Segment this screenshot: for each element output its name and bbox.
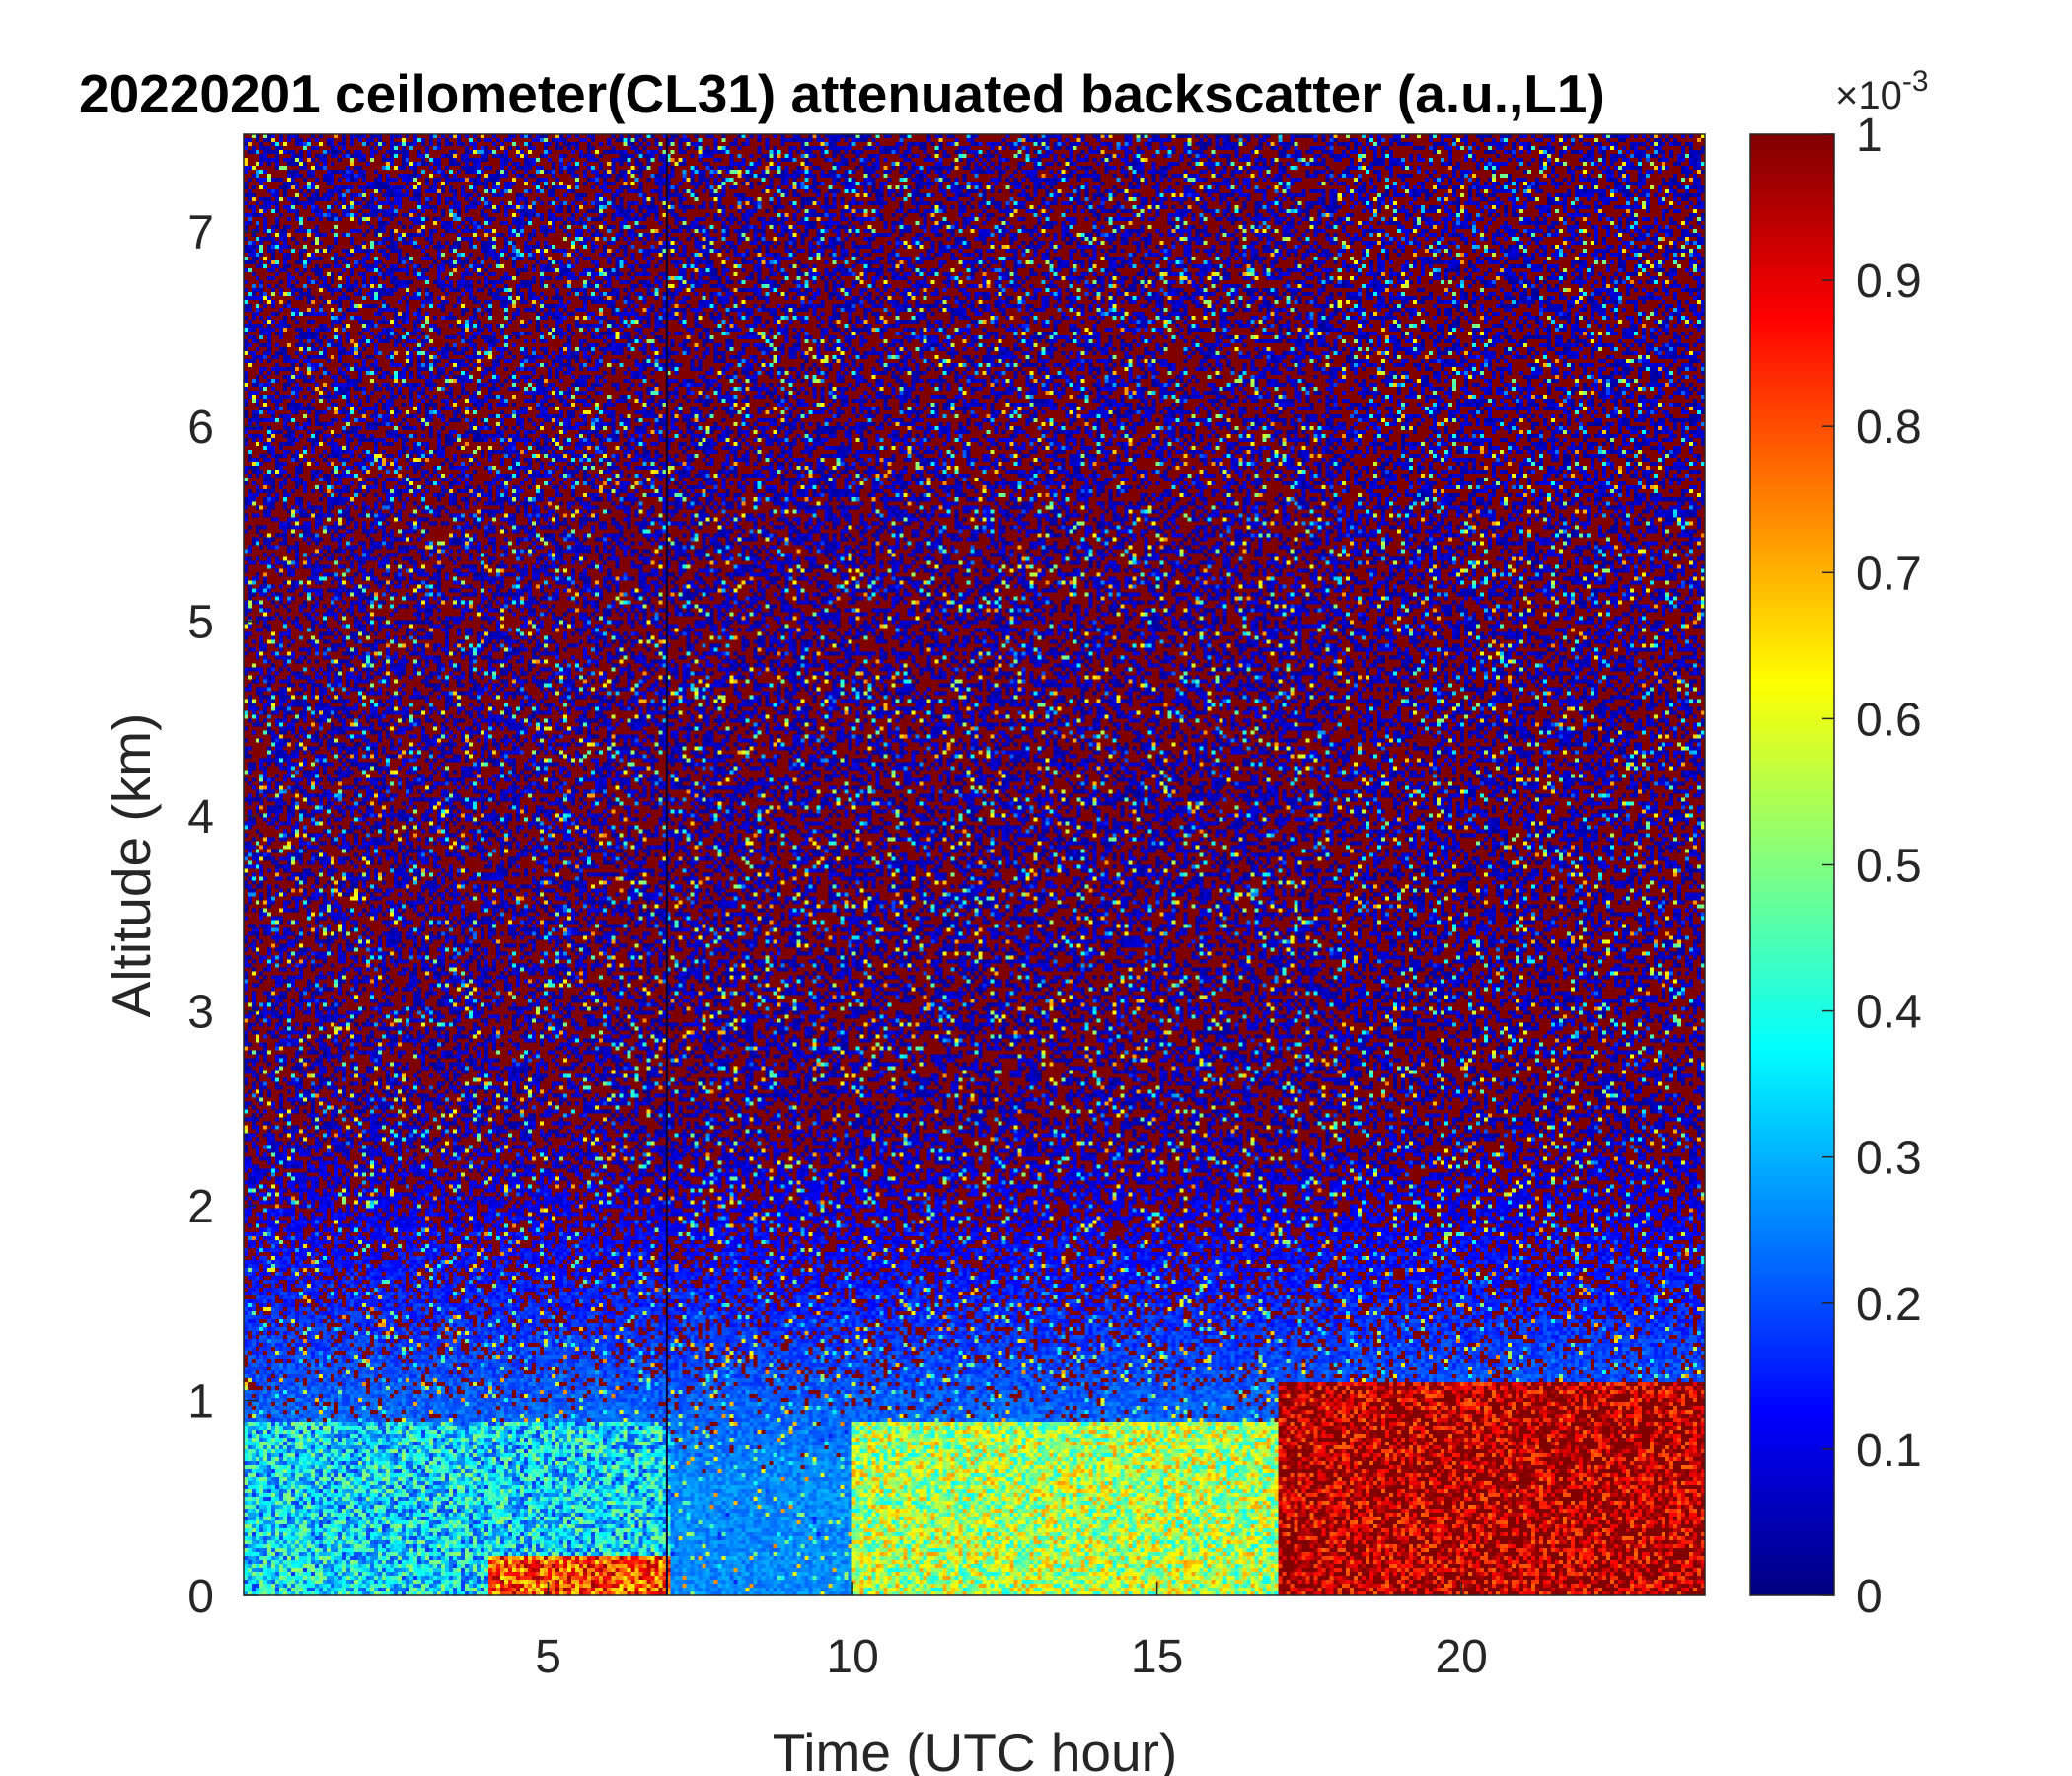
colorbar-gradient (1750, 134, 1834, 1595)
y-axis: 0 1 2 3 4 5 6 7 (187, 207, 258, 1623)
colorbar-tick-label: 0.7 (1856, 548, 1922, 600)
colorbar-tick-label: 0.9 (1856, 256, 1922, 308)
y-tick-label: 4 (187, 791, 214, 844)
y-tick-label: 5 (187, 597, 214, 649)
colorbar-tick-label: 0.8 (1856, 402, 1922, 454)
colorbar-tick-label: 0.2 (1856, 1279, 1922, 1331)
heatmap-plot-area (243, 133, 1706, 1596)
colorbar-ticks: 0 0.1 0.2 0.3 0.4 0.5 0.6 0.7 0.8 0.9 1 (1822, 110, 1922, 1623)
x-tick-label: 5 (535, 1631, 561, 1683)
chart-title: 20220201 ceilometer(CL31) attenuated bac… (79, 63, 1605, 124)
colorbar-tick-label: 1 (1856, 110, 1883, 162)
colorbar-tick-label: 0.5 (1856, 841, 1922, 893)
y-axis-label: Altitude (km) (101, 713, 162, 1018)
y-tick-label: 0 (187, 1571, 214, 1623)
x-tick-label: 15 (1131, 1631, 1183, 1683)
colorbar-tick-label: 0.3 (1856, 1133, 1922, 1185)
y-tick-label: 1 (187, 1376, 214, 1429)
x-tick-label: 20 (1435, 1631, 1487, 1683)
plot-frame (243, 133, 1706, 1596)
colorbar-tick-label: 0.1 (1856, 1425, 1922, 1477)
y-tick-label: 7 (187, 207, 214, 259)
colorbar-exponent: ×10-3 (1835, 65, 1929, 117)
x-tick-label: 10 (826, 1631, 878, 1683)
colorbar: 0 0.1 0.2 0.3 0.4 0.5 0.6 0.7 0.8 0.9 1 ×10-3 (1749, 65, 1929, 1623)
x-axis-label: Time (UTC hour) (773, 1722, 1178, 1776)
colorbar-tick-label: 0.6 (1856, 694, 1922, 746)
y-tick-label: 6 (187, 402, 214, 454)
y-tick-label: 3 (187, 987, 214, 1039)
colorbar-tick-label: 0 (1856, 1571, 1883, 1623)
y-tick-label: 2 (187, 1181, 214, 1233)
colorbar-tick-label: 0.4 (1856, 987, 1922, 1039)
x-axis: 5 10 15 20 (535, 1582, 1488, 1683)
backscatter-heatmap (244, 134, 1705, 1595)
